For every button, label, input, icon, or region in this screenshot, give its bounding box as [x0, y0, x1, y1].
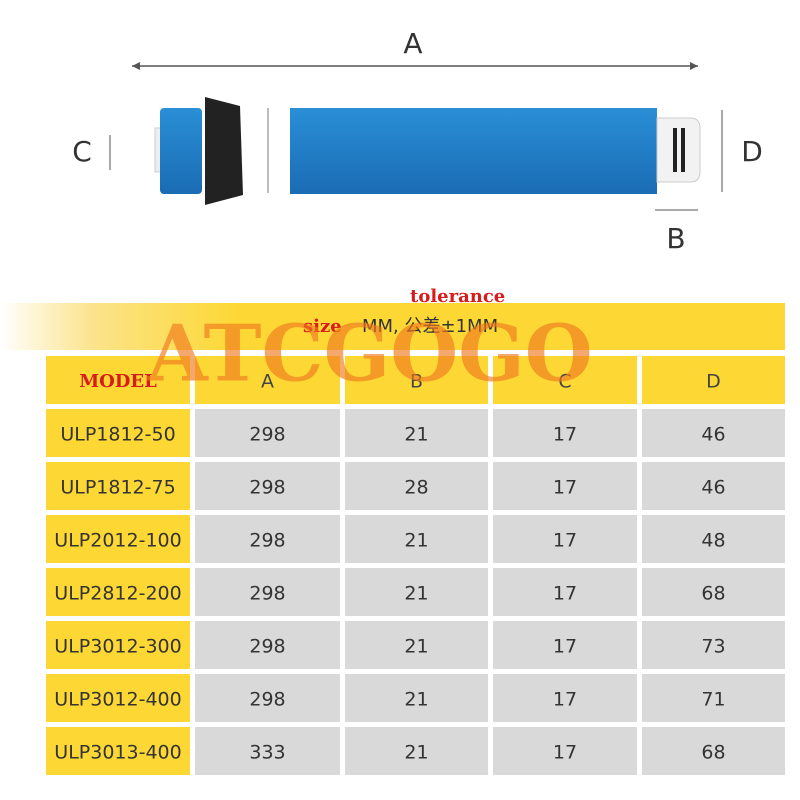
cell [46, 674, 190, 722]
header-cell [46, 356, 190, 404]
dimension-value: 17 [553, 477, 577, 499]
cell [345, 727, 488, 775]
dimension-value: 298 [249, 583, 285, 605]
header-cell [195, 356, 340, 404]
cell [493, 727, 637, 775]
dimension-value: 73 [701, 636, 725, 658]
dimension-value: 17 [553, 742, 577, 764]
size-label: size [303, 316, 342, 337]
dimension-value: 298 [249, 530, 285, 552]
dimension-value: 21 [404, 636, 428, 658]
cell [195, 515, 340, 563]
cell [345, 462, 488, 510]
column-header: C [558, 371, 571, 393]
cell [642, 462, 785, 510]
seal-ring [205, 97, 243, 205]
membrane-diagram: A C D B [72, 27, 763, 255]
dimension-value: 46 [701, 477, 725, 499]
dimension-value: 48 [701, 530, 725, 552]
cell [46, 462, 190, 510]
dimension-value: 298 [249, 689, 285, 711]
cell [46, 409, 190, 457]
label-a: A [403, 27, 422, 60]
dimension-value: 17 [553, 689, 577, 711]
model-name: ULP1812-75 [60, 477, 175, 499]
header-cell [345, 356, 488, 404]
dimension-value: 68 [701, 583, 725, 605]
cell [493, 409, 637, 457]
cell [345, 515, 488, 563]
spec-table: MODEL A B C D ULP1812-50 298 21 17 46 ULP1812-75 29… [46, 356, 785, 775]
banner [0, 303, 785, 350]
dimension-value: 17 [553, 583, 577, 605]
cell [642, 727, 785, 775]
column-header: A [261, 371, 274, 393]
cell [642, 568, 785, 616]
cell [642, 621, 785, 669]
cell [642, 409, 785, 457]
model-name: ULP2812-200 [54, 583, 181, 605]
cell [345, 409, 488, 457]
cell [493, 515, 637, 563]
dimension-value: 28 [404, 477, 428, 499]
label-d: D [741, 135, 763, 168]
cell [345, 621, 488, 669]
blue-body [290, 108, 657, 194]
column-header: D [706, 371, 721, 393]
dimension-value: 46 [701, 424, 725, 446]
model-header: MODEL [79, 371, 157, 392]
watermark: ATCGOGO [146, 309, 593, 400]
blue-segment [160, 108, 202, 194]
tolerance-label: tolerance [410, 286, 505, 307]
cell [46, 515, 190, 563]
cell [493, 568, 637, 616]
dimension-value: 298 [249, 636, 285, 658]
cell [195, 727, 340, 775]
cell [493, 674, 637, 722]
cell [345, 568, 488, 616]
cell [493, 621, 637, 669]
cell [345, 674, 488, 722]
header-cell [493, 356, 637, 404]
label-b: B [666, 222, 685, 255]
label-c: C [72, 135, 92, 168]
dimension-value: 17 [553, 636, 577, 658]
cell [195, 568, 340, 616]
dimension-value: 298 [249, 477, 285, 499]
dimension-value: 17 [553, 424, 577, 446]
model-name: ULP2012-100 [54, 530, 181, 552]
dimension-value: 21 [404, 530, 428, 552]
dimension-value: 17 [553, 530, 577, 552]
header-cell [642, 356, 785, 404]
model-name: ULP1812-50 [60, 424, 175, 446]
cell [195, 462, 340, 510]
end-cap-right [656, 117, 701, 183]
dimension-value: 21 [404, 689, 428, 711]
dimension-value: 21 [404, 583, 428, 605]
dimension-value: 68 [701, 742, 725, 764]
dimension-value: 298 [249, 424, 285, 446]
cell [493, 462, 637, 510]
dimension-value: 21 [404, 424, 428, 446]
model-name: ULP3013-400 [54, 742, 181, 764]
cell [46, 727, 190, 775]
cell [195, 621, 340, 669]
cell [195, 674, 340, 722]
dimension-value: 71 [701, 689, 725, 711]
banner-text: MM, 公差±1MM [362, 316, 498, 337]
cell [46, 568, 190, 616]
dimension-value: 21 [404, 742, 428, 764]
model-name: ULP3012-300 [54, 636, 181, 658]
cell [642, 674, 785, 722]
o-ring [681, 128, 685, 172]
column-header: B [410, 371, 423, 393]
cell [46, 621, 190, 669]
o-ring [673, 128, 677, 172]
dimension-value: 333 [249, 742, 285, 764]
cell [195, 409, 340, 457]
model-name: ULP3012-400 [54, 689, 181, 711]
cell [642, 515, 785, 563]
